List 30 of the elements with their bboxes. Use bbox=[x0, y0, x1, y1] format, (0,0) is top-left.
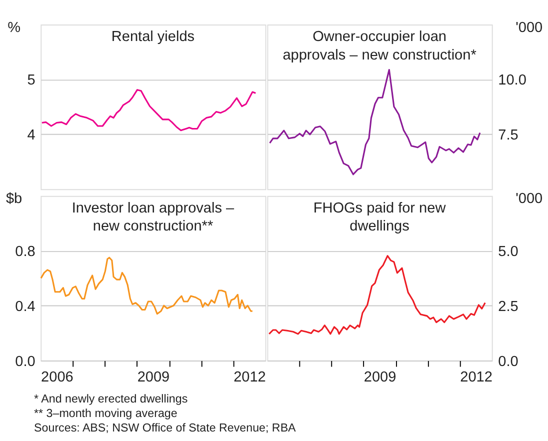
text: * And newly erected dwellings bbox=[34, 392, 188, 406]
line-series bbox=[40, 256, 254, 315]
source-note: Sources: ABS; NSW Office of State Revenue; RBA bbox=[34, 422, 296, 435]
y2-tick-label: 10.0 bbox=[498, 72, 526, 89]
y2-tick-label: 5.0 bbox=[498, 244, 518, 260]
line-series bbox=[268, 255, 486, 335]
line-series bbox=[41, 89, 256, 132]
text: Owner-occupier loan approvals – new construction* bbox=[282, 28, 477, 64]
y-tick-label: 4 bbox=[27, 128, 36, 144]
y-tick-label: 0.0 bbox=[15, 354, 36, 370]
x-tick-label: 2012 bbox=[460, 369, 492, 386]
y-tick-label: 5 bbox=[27, 72, 36, 89]
x-tick-label: 2009 bbox=[364, 369, 396, 386]
line-series bbox=[269, 68, 481, 176]
y2-axis-title: '000 bbox=[516, 20, 543, 36]
text: ** 3–month moving average bbox=[34, 407, 178, 420]
y2-axis-title: '000 bbox=[516, 191, 543, 208]
x-tick-label: 2012 bbox=[234, 369, 266, 386]
y2-tick-label: 0.0 bbox=[498, 354, 518, 370]
y-tick-label: 0.4 bbox=[15, 298, 36, 315]
y2-tick-label: 2.5 bbox=[498, 298, 518, 315]
text: FHOGs paid for new dwellings bbox=[313, 200, 446, 235]
y-tick-label: 0.8 bbox=[15, 244, 36, 260]
y2-tick-label: 7.5 bbox=[498, 128, 518, 144]
chart-title: Rental yields bbox=[111, 28, 195, 45]
y-axis-title: $b bbox=[6, 191, 22, 208]
x-tick-label: 2006 bbox=[41, 369, 74, 386]
x-tick-label: 2009 bbox=[137, 369, 170, 386]
y-axis-title: % bbox=[8, 20, 21, 36]
text: Investor loan approvals – new construction** bbox=[72, 200, 235, 235]
